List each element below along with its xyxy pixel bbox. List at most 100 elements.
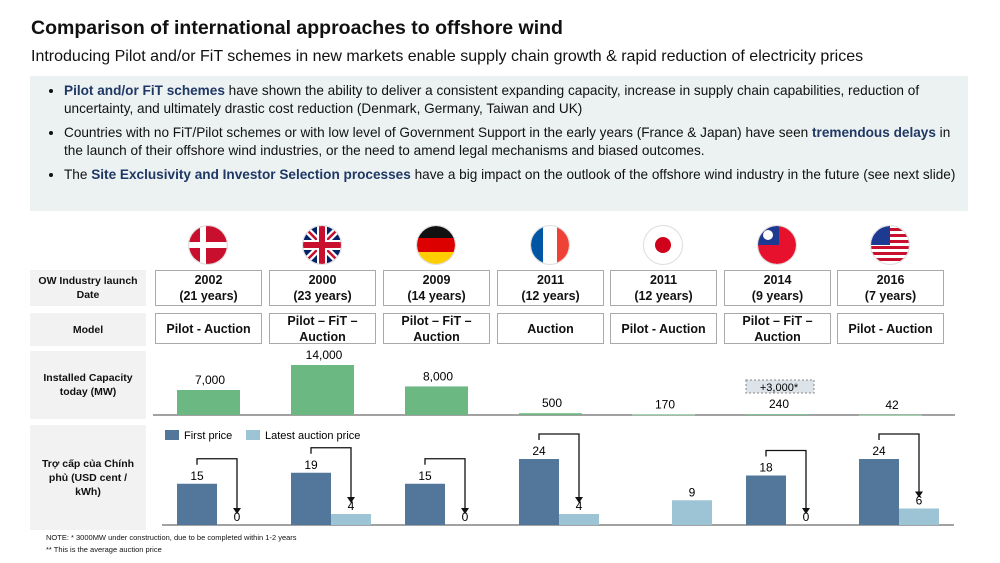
- latest-price-label: 9: [689, 485, 696, 499]
- latest-price-label: 0: [462, 510, 469, 524]
- reduction-arrow: [310, 447, 352, 498]
- model-cell: Pilot - Auction: [837, 313, 944, 344]
- first-price-label: 24: [872, 444, 886, 458]
- row-label-model: Model: [30, 313, 146, 346]
- launch-year: 2016: [876, 273, 905, 287]
- latest-price-bar: [899, 508, 939, 525]
- arrow-head-icon: [802, 508, 810, 514]
- legend-swatch-first: [165, 430, 179, 440]
- capacity-label: 14,000: [306, 348, 343, 362]
- launch-age: (9 years): [751, 289, 804, 303]
- row-label-subsidy: Trợ cấp của Chính phủ (USD cent / kWh): [30, 425, 146, 530]
- capacity-bar: [746, 414, 809, 415]
- uk-flag-icon: [302, 225, 342, 265]
- annotation-box: [745, 379, 815, 394]
- launch-age: (12 years): [634, 289, 693, 303]
- capacity-bar: [859, 414, 922, 416]
- latest-price-bar: [559, 514, 599, 525]
- launch-year: 2002: [194, 273, 223, 287]
- model-cell: Pilot - Auction: [155, 313, 262, 344]
- capacity-bar: [519, 413, 582, 415]
- bullet-item: Pilot and/or FiT schemes have shown the …: [64, 82, 958, 118]
- reduction-arrow: [424, 458, 466, 509]
- bullet-text: have a big impact on the outlook of the …: [410, 167, 956, 182]
- arrow-head-icon: [575, 497, 583, 503]
- capacity-bar: [632, 414, 695, 416]
- page-subtitle: Introducing Pilot and/or FiT schemes in …: [31, 48, 864, 65]
- row-label-capacity: Installed Capacity today (MW): [30, 351, 146, 419]
- first-price-label: 15: [418, 469, 432, 483]
- bullet-item: The Site Exclusivity and Investor Select…: [64, 166, 958, 184]
- page-title: Comparison of international approaches t…: [31, 17, 563, 39]
- launch-year: 2009: [422, 273, 451, 287]
- arrow-head-icon: [915, 491, 923, 498]
- capacity-label: 170: [655, 397, 675, 411]
- highlight-text: Pilot and/or FiT schemes: [64, 83, 225, 98]
- bullet-text: in the launch of their offshore wind ind…: [64, 125, 951, 158]
- launch-year: 2011: [649, 273, 678, 287]
- capacity-label: 8,000: [423, 369, 453, 383]
- capacity-bar: [405, 386, 468, 415]
- launch-cell: 2000 (23 years): [269, 270, 376, 306]
- model-cell: Auction: [497, 313, 604, 344]
- legend-latest-price: Latest auction price: [265, 430, 360, 442]
- legend-swatch-latest: [246, 430, 260, 440]
- capacity-annotation: +3,000*: [760, 382, 799, 394]
- capacity-label: 240: [769, 397, 789, 411]
- bullet-item: Countries with no FiT/Pilot schemes or w…: [64, 124, 958, 160]
- launch-cell: 2009 (14 years): [383, 270, 490, 306]
- launch-year: 2011: [536, 273, 565, 287]
- footnote: ** This is the average auction price: [46, 545, 162, 554]
- bullet-text: Countries with no FiT/Pilot schemes or w…: [64, 125, 812, 140]
- latest-price-label: 0: [234, 510, 241, 524]
- first-price-bar: [291, 472, 331, 525]
- capacity-label: 7,000: [195, 373, 225, 387]
- launch-age: (14 years): [407, 289, 466, 303]
- denmark-flag-icon: [188, 225, 228, 265]
- capacity-bar: [177, 390, 240, 415]
- highlight-text: Site Exclusivity and Investor Selection …: [91, 167, 411, 182]
- launch-age: (23 years): [293, 289, 352, 303]
- first-price-bar: [859, 459, 899, 525]
- launch-cell: 2011 (12 years): [497, 270, 604, 306]
- bullet-text: The: [64, 167, 92, 182]
- reduction-arrow: [765, 449, 807, 509]
- first-price-label: 19: [304, 458, 318, 472]
- france-flag-icon: [530, 225, 570, 265]
- latest-price-bar: [331, 514, 371, 525]
- latest-price-label: 0: [803, 510, 810, 524]
- launch-age: (12 years): [521, 289, 580, 303]
- taiwan-flag-icon: [757, 225, 797, 265]
- highlight-text: tremendous delays: [812, 125, 936, 140]
- launch-cell: 2011 (12 years): [610, 270, 717, 306]
- first-price-bar: [405, 483, 445, 525]
- reduction-arrow: [538, 433, 580, 498]
- japan-flag-icon: [643, 225, 683, 265]
- latest-price-label: 4: [348, 499, 355, 513]
- launch-year: 2014: [763, 273, 792, 287]
- model-cell: Pilot – FiT – Auction: [269, 313, 376, 344]
- usa-flag-icon: [870, 225, 910, 265]
- first-price-bar: [177, 483, 217, 525]
- launch-cell: 2016 (7 years): [837, 270, 944, 306]
- first-price-bar: [519, 459, 559, 525]
- capacity-label: 500: [542, 396, 562, 410]
- latest-price-bar: [672, 500, 712, 525]
- row-label-launch: OW Industry launch Date: [30, 270, 146, 306]
- latest-price-label: 4: [576, 499, 583, 513]
- summary-box: Pilot and/or FiT schemes have shown the …: [30, 76, 968, 211]
- model-cell: Pilot – FiT – Auction: [383, 313, 490, 344]
- launch-cell: 2002 (21 years): [155, 270, 262, 306]
- launch-cell: 2014 (9 years): [724, 270, 831, 306]
- legend-first-price: First price: [184, 430, 232, 442]
- launch-year: 2000: [308, 273, 337, 287]
- footnote: NOTE: * 3000MW under construction, due t…: [46, 533, 297, 542]
- launch-age: (21 years): [179, 289, 238, 303]
- capacity-label: 42: [885, 398, 899, 412]
- first-price-label: 15: [190, 469, 204, 483]
- bullet-text: have shown the ability to deliver a cons…: [64, 83, 920, 116]
- first-price-bar: [746, 475, 786, 525]
- arrow-head-icon: [233, 508, 241, 514]
